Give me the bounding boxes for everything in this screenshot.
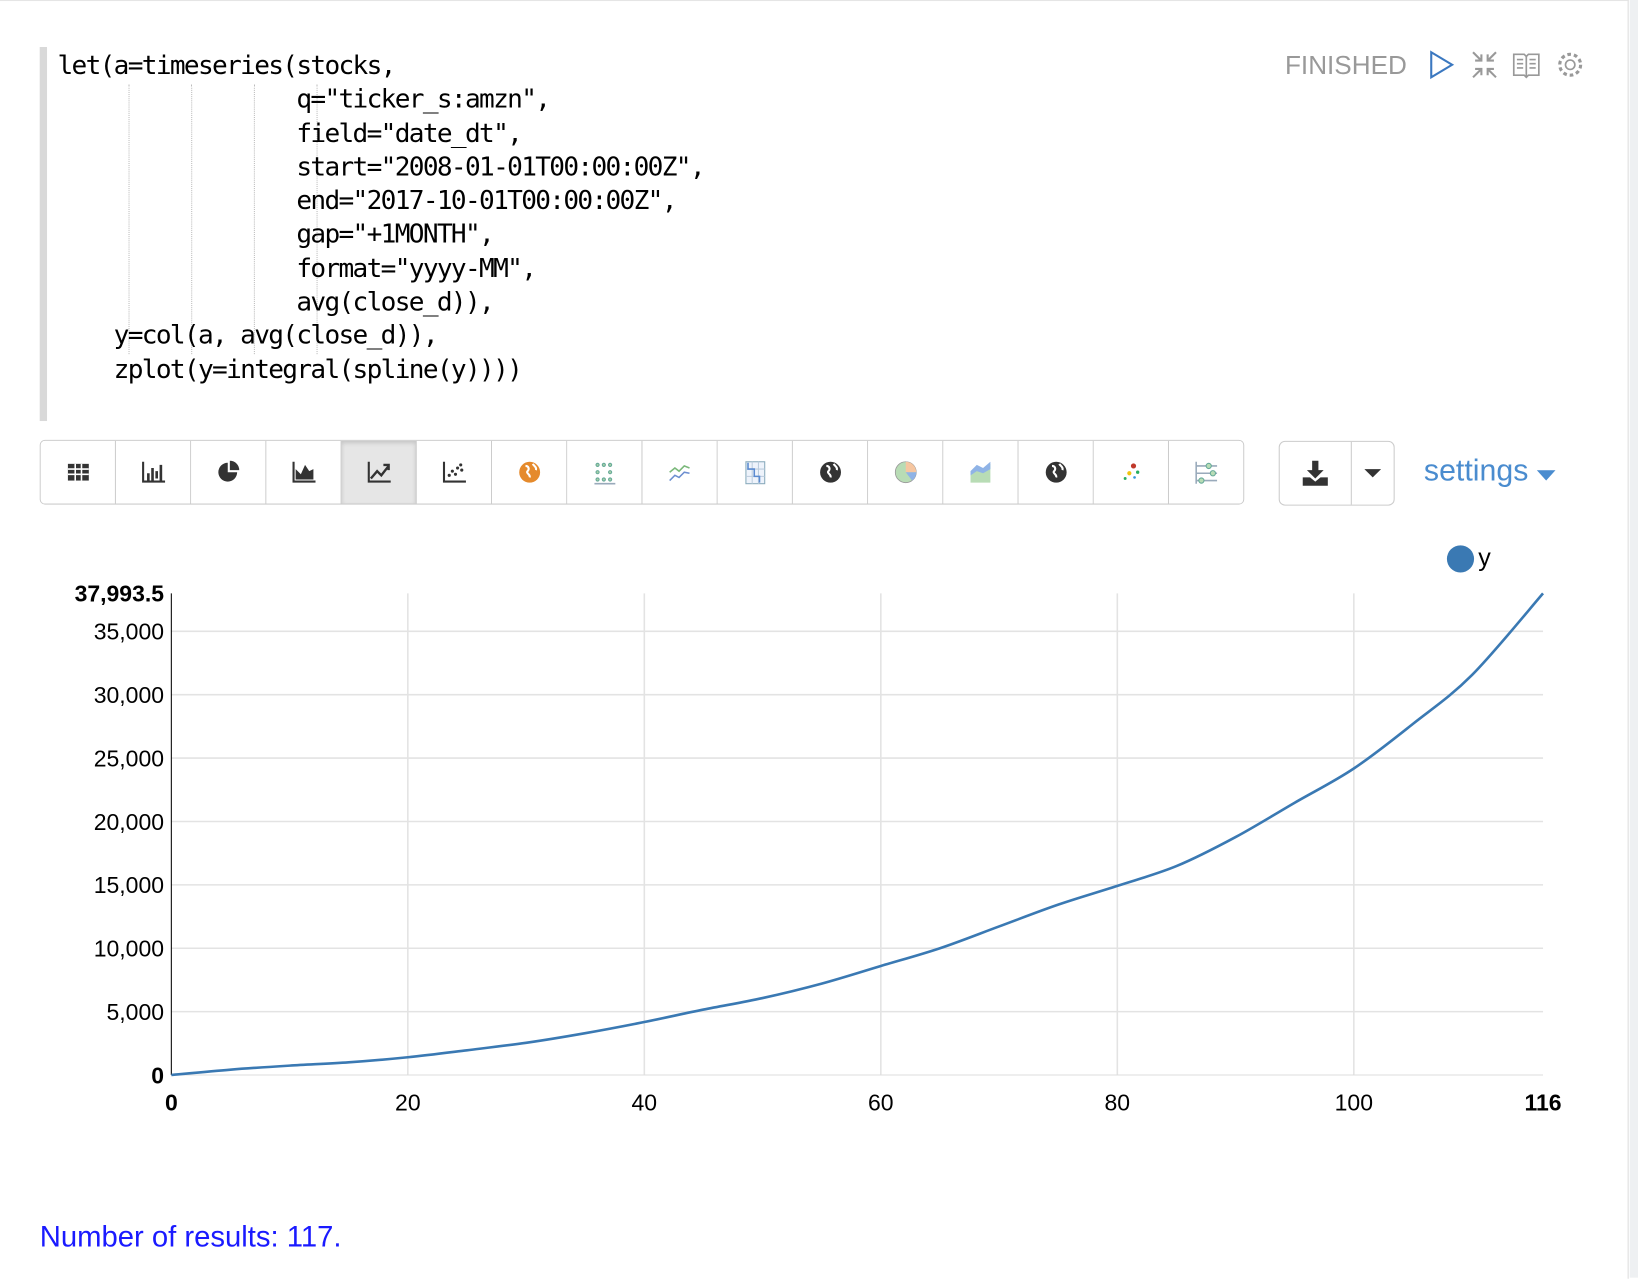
globe-dark-icon bbox=[1045, 461, 1067, 483]
y-tick-label: 37,993.5 bbox=[75, 581, 165, 607]
line-chart-icon bbox=[367, 461, 391, 483]
gear-icon[interactable] bbox=[1556, 49, 1585, 80]
parallel-sliders-button[interactable] bbox=[1169, 440, 1244, 504]
x-tick-label: 0 bbox=[165, 1090, 178, 1116]
indent-guide bbox=[128, 84, 130, 355]
scatter-chart-icon bbox=[442, 461, 466, 483]
code-line: end="2017-10-01T00:00:00Z", bbox=[296, 185, 677, 216]
y-tick-label: 20,000 bbox=[94, 809, 164, 835]
indent-guide bbox=[253, 84, 255, 355]
paragraph-status: FINISHED bbox=[1284, 51, 1407, 81]
multi-line-icon bbox=[668, 465, 690, 482]
code-editor[interactable]: let(a=timeseries(stocks, q="ticker_s:amz… bbox=[39, 47, 1249, 422]
x-tick-label: 40 bbox=[632, 1090, 658, 1116]
line-chart-button[interactable] bbox=[341, 440, 417, 504]
download-dropdown-button[interactable] bbox=[1350, 441, 1394, 505]
code-line: q="ticker_s:amzn", bbox=[296, 83, 551, 115]
y-tick-label: 10,000 bbox=[94, 936, 164, 962]
bar-chart-button[interactable] bbox=[115, 440, 192, 504]
globe-dark-button[interactable] bbox=[1018, 440, 1094, 504]
code-line: y=col(a, avg(close_d)), bbox=[113, 320, 439, 351]
code-line: field="date_dt", bbox=[296, 117, 523, 148]
code-line: zplot(y=integral(spline(y)))) bbox=[113, 353, 523, 385]
settings-dropdown[interactable]: settings bbox=[1424, 454, 1556, 488]
table-button[interactable] bbox=[40, 440, 116, 504]
bar-chart-icon bbox=[141, 461, 165, 483]
heatmap-icon bbox=[744, 461, 765, 485]
bubble-icon bbox=[1123, 463, 1139, 480]
download-button-group bbox=[1278, 440, 1395, 506]
code-line: avg(close_d)), bbox=[296, 286, 494, 317]
series-line-y bbox=[171, 592, 1545, 1077]
y-tick-label: 30,000 bbox=[94, 682, 164, 708]
heatmap-button[interactable] bbox=[717, 440, 793, 504]
code-text[interactable]: let(a=timeseries(stocks, q="ticker_s:amz… bbox=[57, 49, 705, 386]
run-icon[interactable] bbox=[1427, 49, 1456, 80]
bubble-button[interactable] bbox=[1093, 440, 1170, 504]
x-tick-label: 80 bbox=[1105, 1090, 1131, 1116]
line-chart: 0 5,000 10,000 15,000 20,000 25,000 30,000 35,0… bbox=[75, 581, 1562, 1116]
scrollbar[interactable] bbox=[1629, 0, 1638, 1278]
indent-guide bbox=[191, 84, 193, 355]
x-tick-label: 60 bbox=[868, 1090, 894, 1116]
collapse-icon[interactable] bbox=[1470, 49, 1499, 80]
caret-down-icon bbox=[1364, 469, 1382, 478]
legend-label: y bbox=[1478, 544, 1491, 573]
globe-orange-button[interactable] bbox=[492, 440, 568, 504]
y-tick-label: 0 bbox=[151, 1062, 164, 1088]
code-line: format="yyyy-MM", bbox=[296, 252, 537, 283]
code-line: start="2008-01-01T00:00:00Z", bbox=[296, 151, 705, 182]
area-chart-button[interactable] bbox=[266, 440, 342, 504]
code-line: let(a=timeseries(stocks, bbox=[57, 50, 396, 81]
legend-dot bbox=[1446, 545, 1475, 573]
settings-label: settings bbox=[1423, 454, 1529, 488]
code-line: gap="+1MONTH", bbox=[296, 218, 494, 250]
chart-legend[interactable]: y bbox=[1446, 544, 1491, 573]
stacked-area-button[interactable] bbox=[943, 440, 1019, 504]
download-icon bbox=[1302, 460, 1328, 486]
indent-guide bbox=[316, 84, 318, 355]
pie-chart-button[interactable] bbox=[191, 440, 267, 504]
x-tick-label: 116 bbox=[1524, 1090, 1561, 1116]
multi-line-button[interactable] bbox=[642, 440, 718, 504]
download-button[interactable] bbox=[1280, 442, 1351, 505]
visualization-toolbar bbox=[39, 439, 1245, 505]
pie-chart-icon bbox=[217, 460, 239, 482]
y-tick-label: 25,000 bbox=[94, 745, 164, 771]
table-icon bbox=[67, 463, 89, 481]
parallel-sliders-icon bbox=[1194, 461, 1217, 484]
stacked-area-icon bbox=[970, 461, 990, 483]
area-chart-icon bbox=[291, 461, 315, 483]
results-count: Number of results: 117. bbox=[39, 1220, 342, 1253]
scatter-chart-button[interactable] bbox=[416, 440, 493, 504]
book-icon[interactable] bbox=[1512, 49, 1541, 80]
y-tick-label: 15,000 bbox=[94, 872, 164, 898]
x-tick-label: 100 bbox=[1335, 1090, 1373, 1116]
dot-matrix-icon bbox=[593, 462, 615, 485]
caret-down-icon bbox=[1536, 470, 1556, 481]
y-tick-label: 35,000 bbox=[94, 619, 164, 645]
pie-color-button[interactable] bbox=[868, 440, 944, 504]
x-tick-label: 20 bbox=[395, 1090, 421, 1116]
globe-orange-icon bbox=[518, 461, 540, 483]
dot-matrix-button[interactable] bbox=[567, 440, 643, 504]
globe-icon bbox=[819, 461, 841, 483]
y-tick-label: 5,000 bbox=[107, 999, 164, 1025]
globe-button[interactable] bbox=[792, 440, 869, 504]
pie-color-icon bbox=[894, 461, 917, 484]
